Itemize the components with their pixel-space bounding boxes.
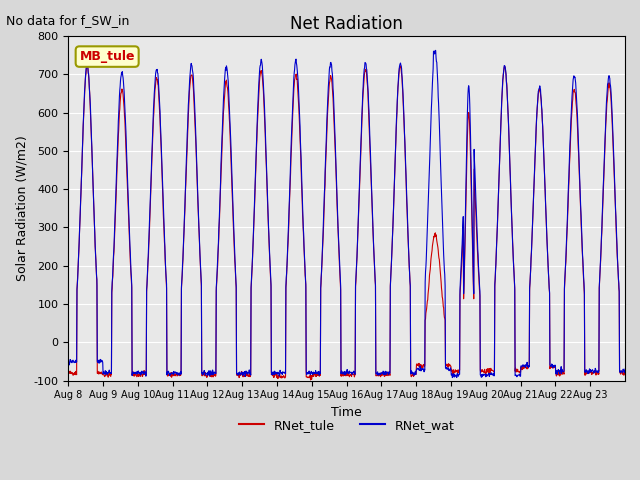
RNet_tule — [621, 372, 629, 378]
RNet_wat — [65, 358, 72, 364]
RNet_wat — [431, 48, 439, 53]
RNet_wat — [321, 160, 329, 166]
Legend: RNet_tule, RNet_wat: RNet_tule, RNet_wat — [234, 414, 460, 436]
Line: RNet_wat: RNet_wat — [68, 50, 625, 378]
Line: RNet_tule: RNet_tule — [68, 66, 625, 380]
RNet_tule — [322, 158, 330, 164]
RNet_tule — [332, 178, 340, 183]
RNet_wat — [152, 75, 159, 81]
RNet_tule — [614, 277, 622, 283]
RNet_wat — [560, 368, 568, 373]
RNet_wat — [479, 372, 486, 378]
RNet_wat — [449, 375, 456, 381]
X-axis label: Time: Time — [332, 406, 362, 419]
RNet_wat — [614, 276, 622, 282]
RNet_tule — [152, 84, 159, 90]
Text: No data for f_SW_in: No data for f_SW_in — [6, 14, 130, 27]
Text: MB_tule: MB_tule — [79, 50, 135, 63]
RNet_tule — [500, 63, 508, 69]
Title: Net Radiation: Net Radiation — [290, 15, 403, 33]
RNet_wat — [332, 161, 340, 167]
RNet_tule — [560, 371, 568, 377]
RNet_tule — [65, 370, 72, 375]
RNet_tule — [307, 377, 314, 383]
Y-axis label: Solar Radiation (W/m2): Solar Radiation (W/m2) — [15, 135, 28, 281]
RNet_tule — [478, 367, 486, 372]
RNet_wat — [621, 366, 629, 372]
